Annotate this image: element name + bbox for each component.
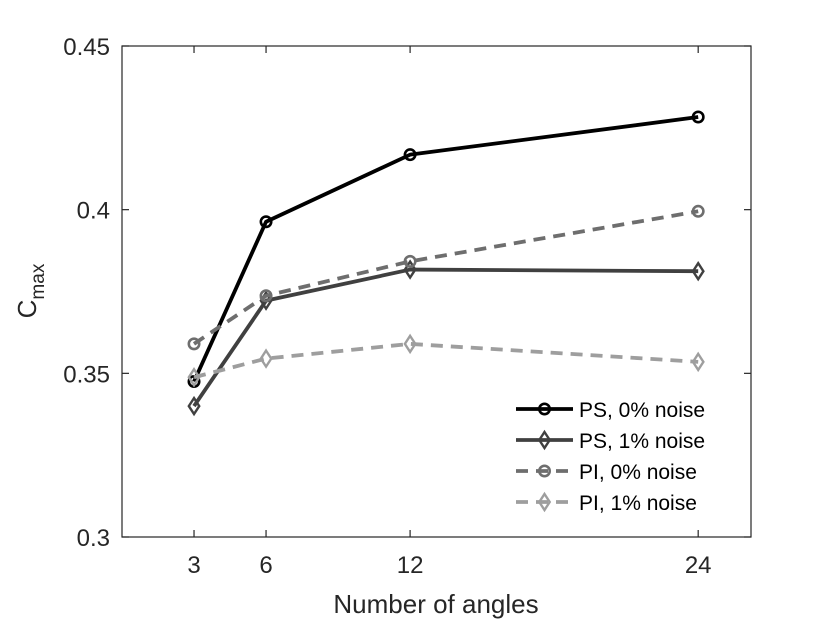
data-point bbox=[403, 148, 417, 162]
legend-marker bbox=[537, 491, 552, 513]
axes: 0.3 0.35 0.4 0.45 3 6 12 24 bbox=[63, 34, 752, 579]
data-point bbox=[259, 348, 273, 369]
legend-label: PS, 0% noise bbox=[579, 399, 705, 422]
svg-text:Cmax: Cmax bbox=[12, 263, 49, 318]
series-4 bbox=[187, 333, 705, 388]
data-point bbox=[691, 110, 705, 124]
data-point bbox=[187, 367, 201, 388]
series-3 bbox=[187, 204, 705, 351]
y-tick-label: 0.4 bbox=[77, 198, 110, 225]
data-point bbox=[259, 215, 273, 229]
legend-marker bbox=[537, 464, 551, 478]
y-tick-label: 0.35 bbox=[63, 361, 110, 388]
data-point bbox=[691, 261, 705, 282]
legend-label: PI, 1% noise bbox=[579, 492, 697, 515]
series-line bbox=[192, 267, 699, 408]
x-axis-label: Number of angles bbox=[333, 589, 538, 619]
legend-item: PS, 1% noise bbox=[516, 429, 705, 453]
data-point bbox=[187, 395, 201, 417]
legend-item: PS, 0% noise bbox=[516, 399, 705, 422]
y-tick-label: 0.45 bbox=[63, 34, 110, 61]
series-line bbox=[192, 209, 699, 346]
series-line bbox=[192, 115, 699, 383]
legend: PS, 0% noise PS, 1% noise PI, 0% noise PI, … bbox=[516, 399, 705, 515]
legend-item: PI, 0% noise bbox=[516, 461, 697, 484]
legend-item: PI, 1% noise bbox=[516, 491, 697, 515]
legend-label: PS, 1% noise bbox=[579, 430, 705, 453]
legend-marker bbox=[537, 402, 551, 416]
y-tick-label: 0.3 bbox=[77, 525, 110, 552]
data-point bbox=[691, 204, 705, 218]
x-tick-label: 12 bbox=[397, 552, 424, 579]
series-line bbox=[193, 341, 699, 380]
plot-frame bbox=[121, 45, 752, 538]
legend-label: PI, 0% noise bbox=[579, 461, 697, 484]
data-point bbox=[259, 289, 273, 303]
x-tick-label: 6 bbox=[259, 552, 272, 579]
data-point bbox=[691, 351, 705, 373]
data-point bbox=[403, 254, 417, 268]
y-axis-label: Cmax bbox=[12, 263, 49, 318]
data-point bbox=[403, 333, 417, 355]
y-axis-label-main: C bbox=[12, 300, 42, 319]
data-point bbox=[187, 337, 201, 351]
legend-marker bbox=[537, 429, 552, 451]
x-tick-label: 3 bbox=[187, 552, 200, 579]
x-tick-label: 24 bbox=[685, 552, 712, 579]
y-axis-label-sub: max bbox=[28, 263, 49, 299]
series-group bbox=[187, 110, 705, 417]
data-point bbox=[403, 259, 417, 280]
